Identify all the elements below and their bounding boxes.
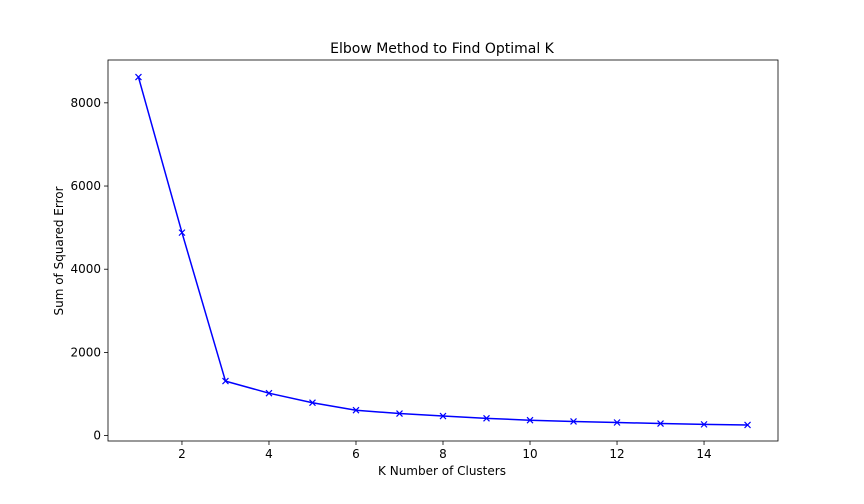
x-tick-label-4: 4: [265, 447, 273, 461]
data-point-11: [570, 418, 577, 425]
data-point-13: [657, 420, 664, 427]
data-point-14: [700, 420, 708, 428]
x-tick-label-8: 8: [439, 447, 447, 461]
data-point-7: [396, 410, 403, 417]
chart-title: Elbow Method to Find Optimal K: [330, 41, 555, 57]
data-point-6: [352, 406, 360, 414]
x-tick-label-2: 2: [178, 447, 186, 461]
data-point-4: [265, 389, 273, 397]
data-point-5: [309, 399, 316, 407]
y-tick-label-2000: 2000: [70, 345, 101, 359]
data-point-8: [439, 412, 447, 420]
x-tick-label-6: 6: [352, 447, 360, 461]
y-tick-label-6000: 6000: [70, 179, 101, 193]
x-tick-label-12: 12: [609, 447, 624, 461]
plot-area: 2 4 6 8 10 12 14 0 2000 4000 6000 8000: [70, 59, 779, 461]
y-tick-label-8000: 8000: [70, 96, 101, 110]
x-tick-label-10: 10: [522, 447, 537, 461]
data-point-1: [135, 73, 142, 81]
data-point-9: [483, 414, 490, 422]
y-axis-title: Sum of Squared Error: [52, 186, 66, 315]
data-point-15: [744, 421, 751, 429]
x-tick-label-14: 14: [696, 447, 711, 461]
data-point-12: [613, 419, 621, 426]
y-tick-label-0: 0: [93, 429, 101, 443]
data-point-3: [222, 377, 229, 385]
y-tick-label-4000: 4000: [70, 262, 101, 276]
x-axis-title: K Number of Clusters: [378, 464, 506, 478]
data-point-10: [526, 416, 534, 424]
data-point-2: [178, 229, 186, 237]
